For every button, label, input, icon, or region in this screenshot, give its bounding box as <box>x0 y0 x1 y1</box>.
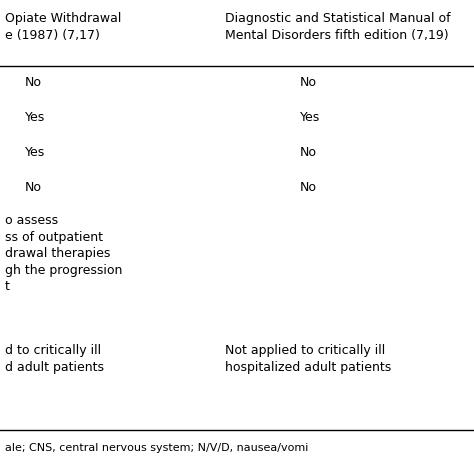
Text: Not applied to critically ill
hospitalized adult patients: Not applied to critically ill hospitaliz… <box>225 344 391 374</box>
Text: No: No <box>25 75 42 89</box>
Text: d to critically ill
d adult patients: d to critically ill d adult patients <box>5 344 104 374</box>
Text: o assess
ss of outpatient
drawal therapies
gh the progression
t: o assess ss of outpatient drawal therapi… <box>5 214 122 293</box>
Text: Yes: Yes <box>25 146 45 158</box>
Text: No: No <box>300 146 317 158</box>
Text: Yes: Yes <box>25 110 45 124</box>
Text: No: No <box>300 75 317 89</box>
Text: ale; CNS, central nervous system; N/V/D, nausea/vomi: ale; CNS, central nervous system; N/V/D,… <box>5 443 309 453</box>
Text: No: No <box>25 181 42 193</box>
Text: No: No <box>300 181 317 193</box>
Text: Yes: Yes <box>300 110 320 124</box>
Text: Opiate Withdrawal
e (1987) (7,17): Opiate Withdrawal e (1987) (7,17) <box>5 12 121 42</box>
Text: Diagnostic and Statistical Manual of
Mental Disorders fifth edition (7,19): Diagnostic and Statistical Manual of Men… <box>225 12 451 42</box>
